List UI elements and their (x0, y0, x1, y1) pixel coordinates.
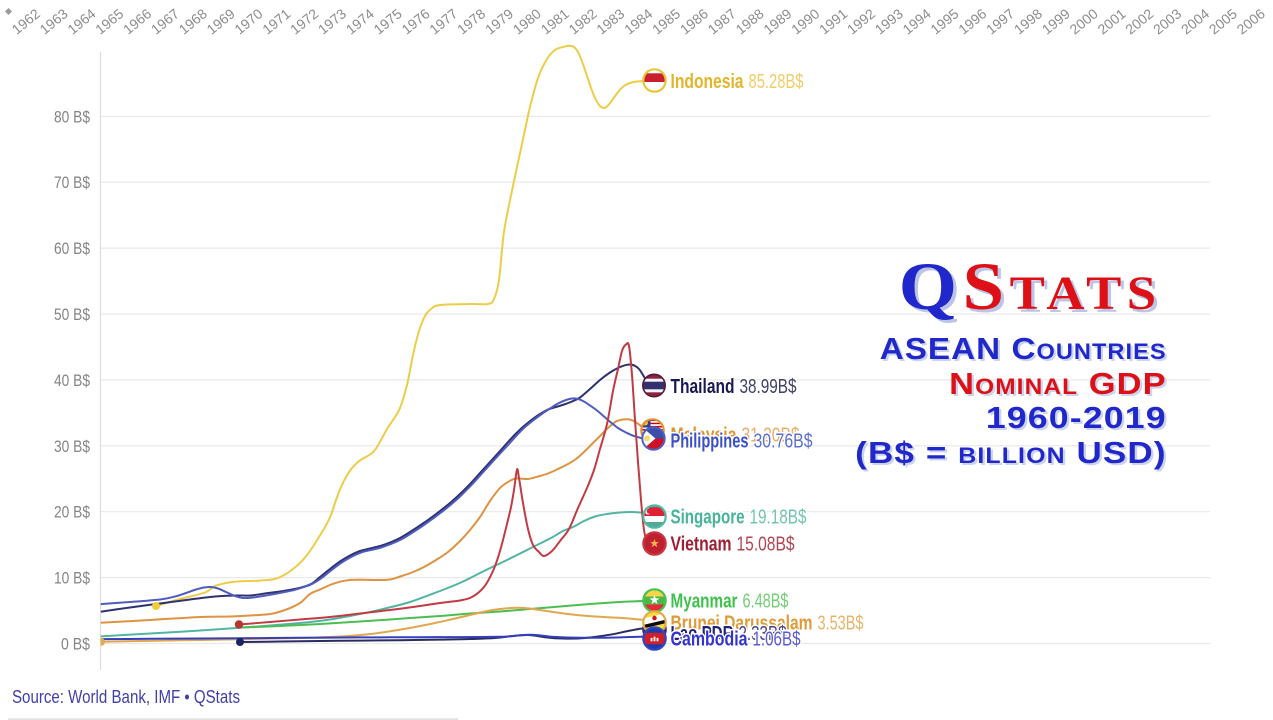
svg-text:Brunei Darussalam: Brunei Darussalam (671, 613, 813, 635)
svg-text:50 B$: 50 B$ (54, 305, 90, 324)
svg-text:Thailand: Thailand (671, 376, 735, 398)
svg-text:40 B$: 40 B$ (54, 371, 90, 390)
svg-text:Source: World Bank, IMF • QSta: Source: World Bank, IMF • QStats (12, 687, 240, 707)
svg-text:Malaysia: Malaysia (671, 425, 738, 447)
svg-text:6.48B$: 6.48B$ (743, 591, 789, 613)
svg-text:Lao PDR: Lao PDR (671, 623, 734, 645)
svg-text:60 B$: 60 B$ (54, 239, 90, 258)
svg-text:1.06B$: 1.06B$ (753, 629, 801, 651)
svg-text:0 B$: 0 B$ (61, 635, 90, 654)
svg-text:85.28B$: 85.28B$ (749, 71, 804, 93)
svg-text:19.18B$: 19.18B$ (750, 507, 807, 529)
svg-text:70 B$: 70 B$ (54, 173, 90, 192)
svg-text:15.08B$: 15.08B$ (737, 534, 795, 556)
svg-text:Indonesia: Indonesia (671, 71, 745, 93)
svg-text:Cambodia: Cambodia (671, 629, 749, 651)
svg-text:30 B$: 30 B$ (54, 437, 90, 456)
svg-text:2.33B$: 2.33B$ (739, 623, 787, 645)
svg-text:Singapore: Singapore (671, 507, 745, 529)
svg-text:80 B$: 80 B$ (54, 107, 90, 126)
svg-text:10 B$: 10 B$ (54, 569, 90, 588)
svg-text:38.99B$: 38.99B$ (740, 376, 797, 398)
svg-text:20 B$: 20 B$ (54, 503, 90, 522)
svg-text:31.20B$: 31.20B$ (742, 425, 800, 447)
svg-text:Myanmar: Myanmar (671, 591, 738, 613)
svg-text:Philippines: Philippines (671, 431, 749, 453)
svg-text:Vietnam: Vietnam (671, 534, 732, 556)
svg-text:3.53B$: 3.53B$ (818, 613, 864, 635)
svg-text:30.76B$: 30.76B$ (754, 431, 813, 453)
